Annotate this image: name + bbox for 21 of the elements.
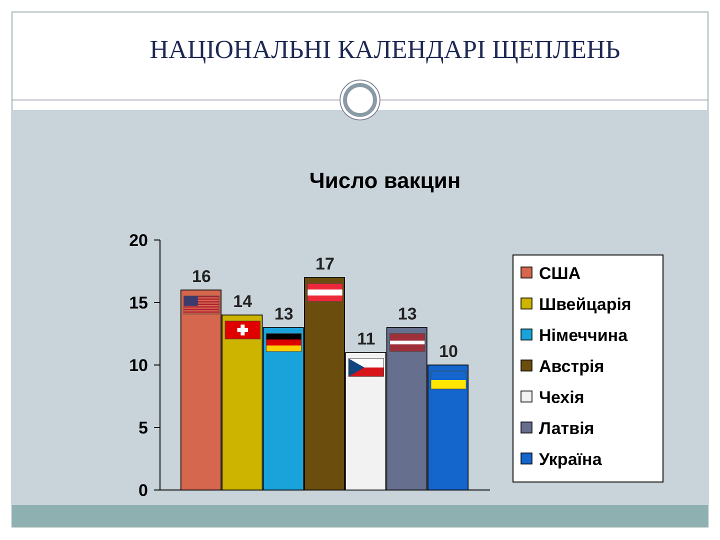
data-label: 16 (192, 267, 211, 286)
chart-subtitle: Число вакцин (309, 168, 461, 193)
y-tick-label: 0 (138, 480, 148, 500)
legend-label: Україна (539, 450, 602, 469)
data-label: 13 (398, 304, 417, 324)
y-tick-label: 15 (129, 293, 148, 312)
legend-label: Швейцарія (539, 294, 632, 314)
legend-label: США (539, 264, 581, 283)
y-tick-label: 5 (138, 418, 148, 438)
data-label: 17 (316, 254, 334, 274)
y-tick-label: 20 (129, 230, 148, 250)
legend-label: Чехія (539, 388, 584, 407)
data-label: 14 (233, 292, 253, 311)
data-label: 11 (357, 330, 376, 348)
legend-label: Латвія (539, 418, 594, 438)
data-label: 10 (439, 342, 458, 361)
data-label: 13 (274, 304, 294, 324)
chart-title: НАЦІОНАЛЬНІ КАЛЕНДАРІ ЩЕПЛЕНЬ (150, 35, 620, 64)
legend-label: Німеччина (539, 326, 628, 345)
legend-label: Австрія (539, 356, 604, 376)
y-tick-label: 10 (129, 356, 148, 375)
